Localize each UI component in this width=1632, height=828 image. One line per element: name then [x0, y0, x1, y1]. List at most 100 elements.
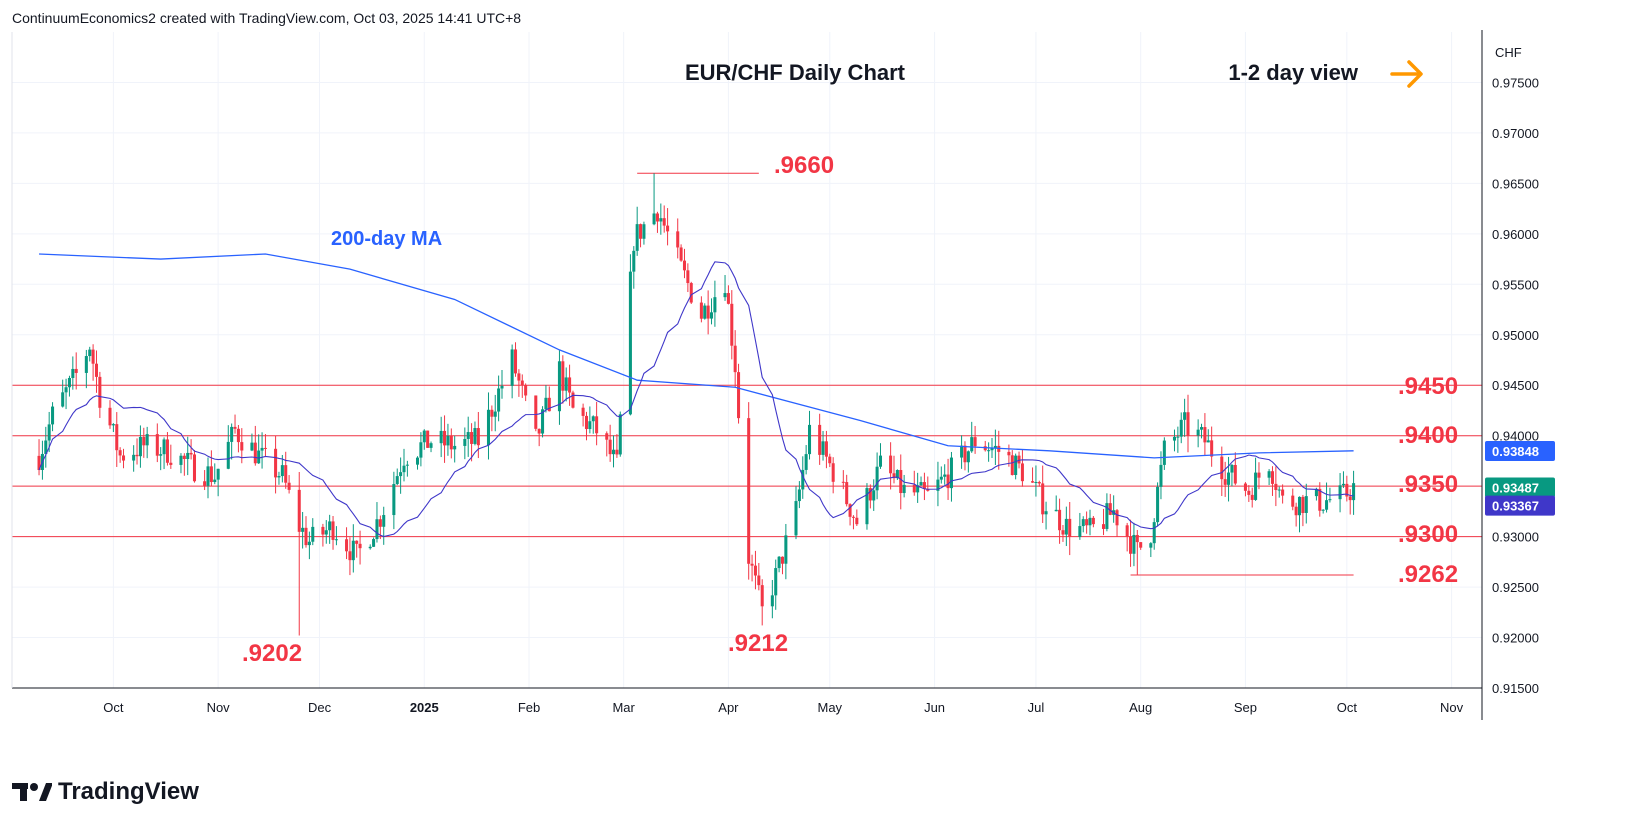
candle-body — [358, 543, 362, 549]
candle-body — [155, 434, 159, 456]
y-tick-label: 0.94500 — [1492, 378, 1539, 393]
candle-body — [304, 527, 308, 546]
candle-body — [165, 439, 169, 463]
candle-body — [1088, 517, 1092, 526]
candle-body — [949, 457, 953, 489]
chart-title: EUR/CHF Daily Chart — [685, 60, 906, 85]
candle-body — [608, 439, 612, 455]
candle-body — [486, 409, 491, 446]
candle-body — [348, 551, 352, 561]
candle-body — [429, 443, 433, 448]
candle-body — [750, 563, 754, 566]
candle-body — [392, 484, 396, 516]
candle-body — [513, 349, 518, 374]
candle-body — [1108, 503, 1112, 515]
candle-body — [375, 519, 379, 540]
candle-body — [1132, 534, 1136, 554]
candle-body — [784, 535, 788, 564]
candle-body — [179, 455, 183, 465]
candle-body — [774, 568, 778, 596]
candle-body — [1243, 483, 1247, 491]
candle-body — [635, 224, 639, 251]
candle-body — [94, 363, 99, 377]
candle-body — [960, 445, 964, 458]
price-badge-label: 0.93487 — [1492, 480, 1539, 495]
candle-body — [878, 455, 883, 467]
candle-body — [611, 449, 616, 455]
candle-body — [936, 479, 940, 491]
candle-body — [713, 297, 717, 313]
candle-body — [284, 465, 288, 483]
x-tick-label: Nov — [1440, 700, 1464, 715]
candle-body — [723, 293, 727, 298]
candle-body — [1220, 456, 1224, 480]
candle-body — [571, 392, 575, 408]
candle-body — [1183, 412, 1187, 420]
candle-body — [257, 450, 261, 464]
candle-body — [584, 415, 589, 430]
candle-body — [1054, 509, 1058, 512]
support-resistance-levels — [12, 172, 1482, 576]
candle-body — [730, 303, 734, 346]
candle-body — [1064, 518, 1068, 535]
candle-body — [67, 377, 71, 388]
candle-body — [446, 435, 450, 446]
candle-body — [274, 448, 278, 478]
x-tick-label: Feb — [518, 700, 540, 715]
candle-body — [1041, 483, 1045, 515]
candle-body — [51, 406, 55, 425]
candle-body — [818, 424, 822, 455]
candle-body — [1139, 542, 1143, 548]
candle-body — [848, 504, 852, 517]
y-tick-label: 0.92000 — [1492, 631, 1539, 646]
candle-body — [922, 482, 926, 489]
candle-body — [1034, 482, 1038, 484]
candle-body — [605, 433, 609, 440]
candle-body — [419, 442, 423, 458]
price-badge-label: 0.93848 — [1492, 444, 1539, 459]
candle-body — [686, 270, 690, 284]
candle-body — [331, 521, 335, 540]
candle-body — [581, 407, 585, 416]
candle-body — [253, 442, 257, 464]
candle-body — [1281, 489, 1285, 496]
candle-body — [260, 447, 264, 451]
candle-body — [588, 421, 592, 430]
candle-body — [902, 484, 906, 494]
candle-body — [240, 442, 244, 451]
x-tick-label: Aug — [1129, 700, 1152, 715]
candle-body — [226, 441, 230, 469]
candle-body — [682, 260, 687, 271]
candle-body — [777, 556, 781, 569]
candle-body — [132, 454, 136, 461]
candle-body — [351, 540, 355, 561]
candle-body — [1294, 506, 1298, 516]
candle-body — [159, 454, 163, 456]
candle-body — [84, 356, 88, 373]
candle-body — [1325, 500, 1329, 510]
candle-body — [476, 428, 480, 446]
candle-body — [88, 349, 92, 357]
tradingview-logo[interactable]: TradingView — [12, 778, 199, 806]
candle-body — [297, 489, 301, 532]
candle-body — [1230, 464, 1234, 473]
candle-body — [395, 476, 399, 485]
y-axis-unit: CHF — [1495, 45, 1522, 60]
candle-body — [541, 409, 545, 434]
candle-body — [655, 213, 659, 222]
candle-body — [1078, 526, 1082, 537]
arrow-right-icon — [1390, 60, 1423, 88]
candle-body — [463, 438, 467, 446]
x-tick-label: Oct — [103, 700, 124, 715]
ma200-line — [39, 253, 1354, 459]
candle-body — [1267, 471, 1271, 478]
candle-body — [301, 527, 305, 532]
candle-body — [236, 428, 240, 443]
candle-body — [328, 521, 332, 531]
candle-body — [324, 530, 328, 535]
candle-body — [632, 250, 636, 272]
candle-body — [801, 469, 805, 490]
candle-body — [138, 436, 142, 457]
candle-body — [378, 519, 382, 527]
